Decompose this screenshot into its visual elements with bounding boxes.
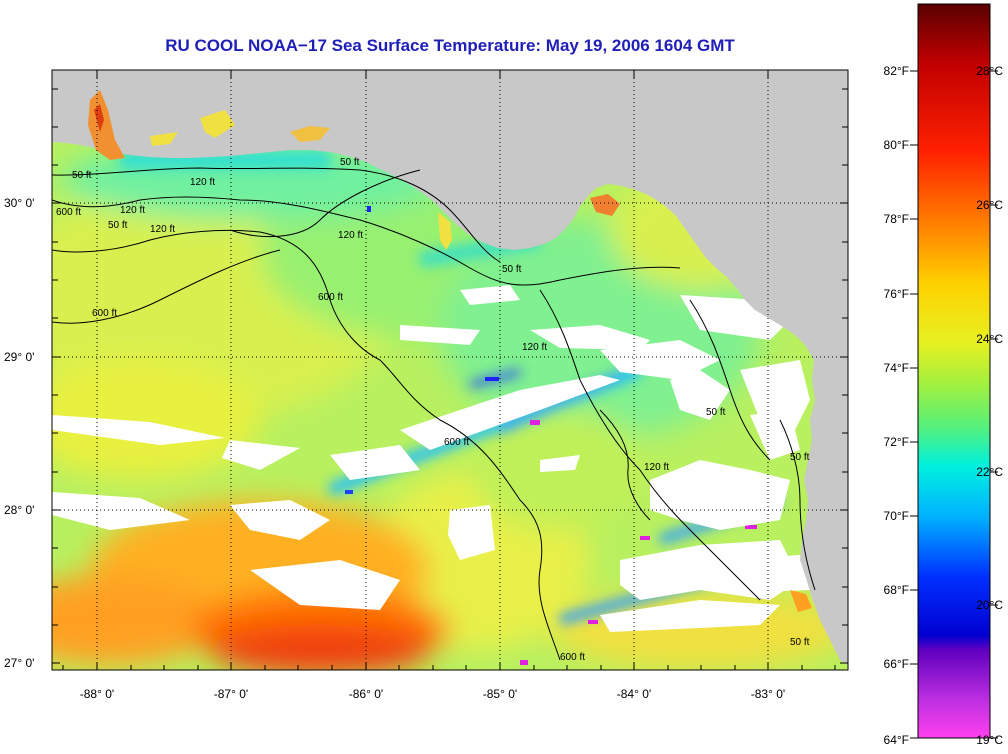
c-label: 22°C [976,465,1003,479]
lat-label: 30° 0' [4,196,34,210]
contour-label: 600 ft [444,437,469,448]
f-label: 70°F [884,509,909,523]
f-label: 80°F [884,138,909,152]
f-label: 72°F [884,435,909,449]
lon-label: -88° 0' [80,687,114,701]
lon-labels: -88° 0' -87° 0' -86° 0' -85° 0' -84° 0' … [80,687,785,701]
lon-label: -87° 0' [214,687,248,701]
c-label: 20°C [976,598,1003,612]
fahrenheit-labels: 82°F 80°F 78°F 76°F 74°F 72°F 70°F 68°F … [884,64,909,747]
graticule [52,70,848,670]
contour-label: 600 ft [56,207,81,218]
c-label: 26°C [976,198,1003,212]
lon-ticks [62,70,836,670]
contour-label: 120 ft [150,224,175,235]
contour-label: 50 ft [72,170,92,181]
contour-label: 120 ft [338,230,363,241]
sst-image: 50 ft 50 ft 50 ft 120 ft 120 ft 120 ft 1… [52,70,848,670]
lat-ticks [52,88,848,664]
lat-labels: 30° 0' 29° 0' 28° 0' 27° 0' [4,196,34,670]
contour-label: 50 ft [108,220,128,231]
f-label: 76°F [884,287,909,301]
contour-label: 120 ft [190,177,215,188]
colorbar-gradient [917,3,991,739]
contour-label: 120 ft [120,205,145,216]
land-mask [52,70,848,665]
celsius-labels: 28°C 26°C 24°C 22°C 20°C 19°C [976,64,1003,747]
lat-label: 29° 0' [4,350,34,364]
c-label: 19°C [976,733,1003,747]
contour-label: 120 ft [644,462,669,473]
contour-label: 50 ft [706,407,726,418]
f-label: 68°F [884,583,909,597]
c-label: 28°C [976,64,1003,78]
contour-label: 50 ft [790,637,810,648]
map-title: RU COOL NOAA−17 Sea Surface Temperature:… [165,36,735,55]
lon-label: -83° 0' [751,687,785,701]
contour-label: 50 ft [340,157,360,168]
lat-label: 28° 0' [4,503,34,517]
lon-label: -84° 0' [617,687,651,701]
lon-label: -85° 0' [483,687,517,701]
lat-label: 27° 0' [4,656,34,670]
contour-label: 600 ft [318,292,343,303]
depth-contours [52,167,816,661]
contour-label: 120 ft [522,342,547,353]
f-label: 82°F [884,64,909,78]
contour-label: 50 ft [790,452,810,463]
f-label: 64°F [884,733,909,747]
lon-label: -86° 0' [349,687,383,701]
c-label: 24°C [976,332,1003,346]
f-label: 74°F [884,361,909,375]
temperature-colorbar: 82°F 80°F 78°F 76°F 74°F 72°F 70°F 68°F … [884,3,1003,747]
f-label: 66°F [884,657,909,671]
contour-labels: 50 ft 50 ft 50 ft 120 ft 120 ft 120 ft 1… [56,157,810,663]
contour-label: 600 ft [92,308,117,319]
f-label: 78°F [884,212,909,226]
contour-label: 50 ft [502,264,522,275]
plot-frame [51,69,849,671]
contour-label: 600 ft [560,652,585,663]
cloud-cover [52,285,810,632]
